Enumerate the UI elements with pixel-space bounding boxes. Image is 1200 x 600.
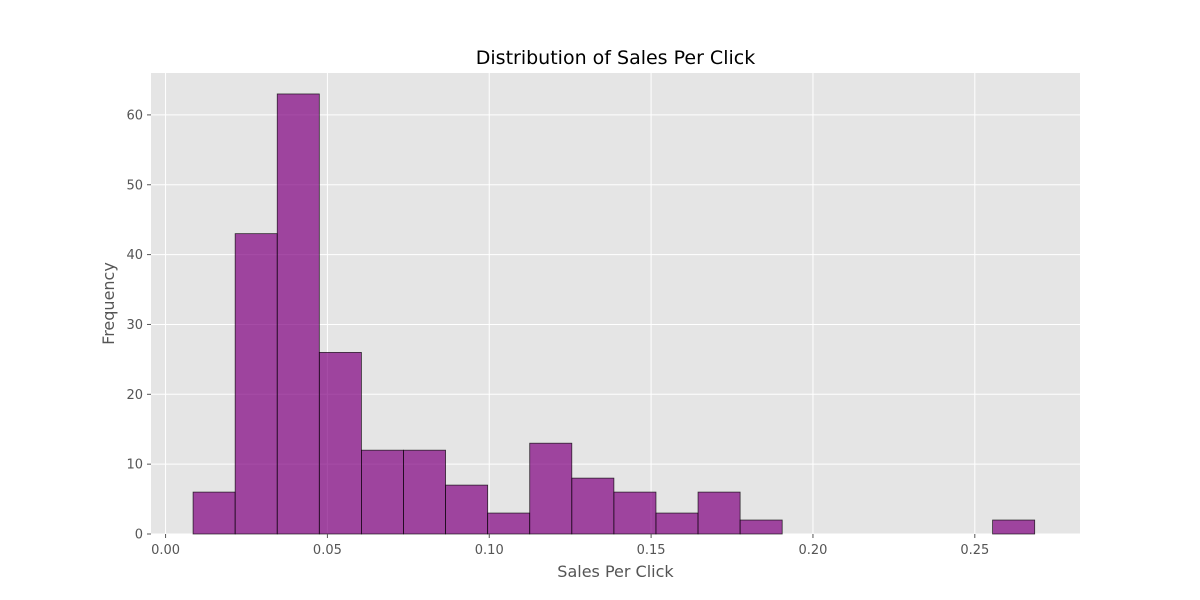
histogram-bar bbox=[361, 449, 404, 535]
histogram-bar bbox=[192, 491, 236, 535]
histogram-bar bbox=[403, 449, 446, 535]
y-tick-label: 20 bbox=[126, 388, 143, 403]
histogram-bar bbox=[992, 519, 1036, 535]
histogram-bar bbox=[318, 351, 362, 535]
y-axis-label: Frequency bbox=[99, 262, 118, 345]
histogram-bar bbox=[739, 519, 783, 535]
histogram-bar bbox=[697, 491, 741, 535]
histogram-bars bbox=[192, 93, 1036, 535]
chart-title: Distribution of Sales Per Click bbox=[476, 47, 755, 69]
histogram-bar bbox=[234, 233, 278, 535]
histogram-bar bbox=[655, 512, 699, 535]
y-tick-label: 10 bbox=[126, 458, 143, 473]
x-tick-label: 0.05 bbox=[313, 543, 342, 558]
y-tick-label: 60 bbox=[126, 108, 143, 123]
histogram-bar bbox=[571, 477, 615, 535]
histogram-bar bbox=[613, 491, 657, 535]
y-tick-label: 40 bbox=[126, 248, 143, 263]
histogram-bar bbox=[529, 442, 573, 535]
y-tick-label: 0 bbox=[135, 528, 143, 543]
x-tick-label: 0.10 bbox=[475, 543, 504, 558]
histogram-bar bbox=[276, 93, 320, 535]
x-axis-ticks: 0.00 0.05 0.10 0.15 0.20 0.25 bbox=[151, 534, 989, 558]
x-tick-label: 0.20 bbox=[798, 543, 827, 558]
x-tick-label: 0.25 bbox=[960, 543, 989, 558]
y-tick-label: 30 bbox=[126, 318, 143, 333]
y-tick-label: 50 bbox=[126, 178, 143, 193]
histogram-bar bbox=[445, 484, 489, 535]
x-axis-label: Sales Per Click bbox=[557, 562, 674, 581]
y-axis-ticks: 0 10 20 30 40 50 60 bbox=[126, 108, 151, 543]
x-tick-label: 0.00 bbox=[151, 543, 180, 558]
histogram-bar bbox=[487, 512, 531, 535]
x-tick-label: 0.15 bbox=[637, 543, 666, 558]
